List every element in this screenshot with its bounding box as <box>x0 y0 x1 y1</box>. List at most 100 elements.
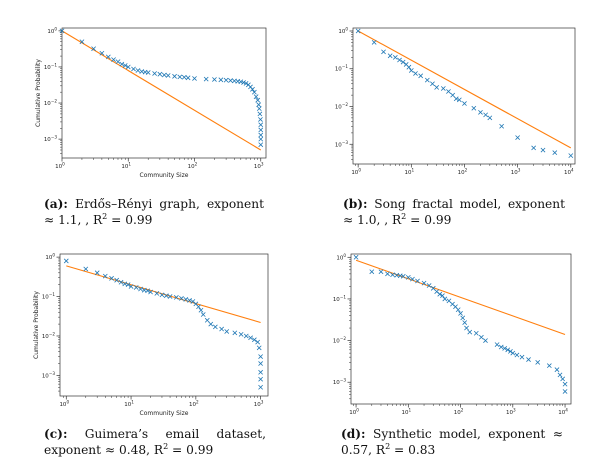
x-tick-label-base: 10 <box>511 170 518 176</box>
x-tick-label-exp: 4 <box>571 168 574 173</box>
caption-a-label: (a): <box>44 197 68 211</box>
y-tick-label-exp: −2 <box>340 336 347 341</box>
data-point <box>111 57 116 62</box>
data-point <box>258 369 264 375</box>
data-point-stroke <box>253 94 259 100</box>
y-tick-label-exp: −3 <box>51 135 58 140</box>
data-point-stroke <box>204 317 210 323</box>
data-point-stroke <box>128 284 134 289</box>
y-tick-label-base: 10 <box>333 380 340 386</box>
data-point-stroke <box>59 28 65 34</box>
data-point-stroke <box>502 345 508 351</box>
data-point <box>568 153 574 159</box>
data-point-stroke <box>203 76 209 82</box>
data-point-stroke <box>200 312 206 317</box>
data-point <box>385 271 390 277</box>
x-tick-label-exp: 1 <box>408 408 411 413</box>
data-point-stroke <box>353 254 359 260</box>
data-point <box>369 269 375 275</box>
data-point-stroke <box>198 307 204 313</box>
data-point-stroke <box>446 298 452 304</box>
data-point <box>200 312 206 317</box>
data-point <box>258 122 264 128</box>
caption-c-tail: = 0.99 <box>168 443 214 457</box>
x-tick-label-exp: 3 <box>513 408 516 413</box>
x-tick-label: 101 <box>121 162 131 171</box>
data-point-stroke <box>187 297 192 303</box>
data-point <box>557 372 563 378</box>
data-point-stroke <box>243 81 249 86</box>
x-tick-label-exp: 3 <box>518 168 521 173</box>
data-point-stroke <box>430 81 435 87</box>
data-point <box>440 86 446 91</box>
data-point-stroke <box>434 85 440 90</box>
y-tick-label: 10−1 <box>333 294 347 303</box>
data-point <box>256 106 262 112</box>
data-point <box>118 279 124 285</box>
caption-d-label: (d): <box>341 427 366 441</box>
data-point <box>198 307 204 313</box>
data-point <box>258 136 264 142</box>
x-tick-label-exp: 1 <box>411 168 414 173</box>
data-point-stroke <box>224 329 230 334</box>
x-tick-label-exp: 1 <box>128 162 131 167</box>
x-tick-label-base: 10 <box>401 410 408 416</box>
data-point-stroke <box>248 84 253 90</box>
data-point-stroke <box>125 64 131 70</box>
data-point <box>450 92 456 98</box>
y-tick-label: 10−3 <box>335 140 349 149</box>
data-point-stroke <box>258 117 263 122</box>
data-point-stroke <box>355 28 361 34</box>
data-point <box>79 39 85 45</box>
data-point-stroke <box>464 325 469 331</box>
y-axis-label: Cumulative Probability <box>35 59 42 127</box>
data-point-stroke <box>212 324 218 330</box>
y-tick-label: 10−1 <box>44 62 58 71</box>
data-point-stroke <box>241 80 246 85</box>
data-point <box>185 75 191 81</box>
data-point <box>208 321 214 327</box>
data-point <box>243 81 249 86</box>
data-point <box>105 54 111 60</box>
data-point-stroke <box>462 320 468 326</box>
data-point <box>212 77 217 82</box>
data-point <box>413 71 418 76</box>
data-point-stroke <box>426 283 432 288</box>
data-point-stroke <box>258 376 264 382</box>
data-point <box>251 89 257 95</box>
data-point <box>115 59 121 65</box>
data-point-stroke <box>434 289 440 294</box>
y-tick-label-base: 10 <box>44 65 51 71</box>
data-point <box>487 115 493 121</box>
data-point <box>462 320 468 326</box>
data-point-stroke <box>238 331 244 337</box>
data-point <box>159 292 165 298</box>
data-point <box>109 275 114 281</box>
data-point-stroke <box>94 270 100 276</box>
data-point-stroke <box>193 301 199 307</box>
x-tick-label-base: 10 <box>55 164 62 170</box>
data-point <box>471 105 477 111</box>
caption-a-text: Erdős–Rényi graph, exponent ≈ 1.1, , R <box>44 197 264 227</box>
data-point-stroke <box>258 127 264 133</box>
y-tick-label-base: 10 <box>333 339 340 345</box>
data-point <box>387 53 393 59</box>
data-point-stroke <box>519 354 525 360</box>
data-point <box>392 54 398 60</box>
caption-c-r2-exp: 2 <box>163 441 169 451</box>
y-tick-label-exp: −2 <box>49 331 56 336</box>
data-point <box>99 50 105 56</box>
data-point-stroke <box>181 74 187 80</box>
data-point <box>218 77 224 83</box>
data-point <box>546 363 552 369</box>
data-point-stroke <box>145 70 151 75</box>
y-tick-label-exp: −3 <box>342 140 349 145</box>
data-point <box>397 57 402 63</box>
caption-a-r2-exp: 2 <box>102 211 108 221</box>
y-tick-label: 100 <box>45 253 55 261</box>
data-point-stroke <box>392 54 398 60</box>
data-point <box>238 331 244 337</box>
data-point-stroke <box>403 62 409 67</box>
data-point <box>228 78 233 83</box>
